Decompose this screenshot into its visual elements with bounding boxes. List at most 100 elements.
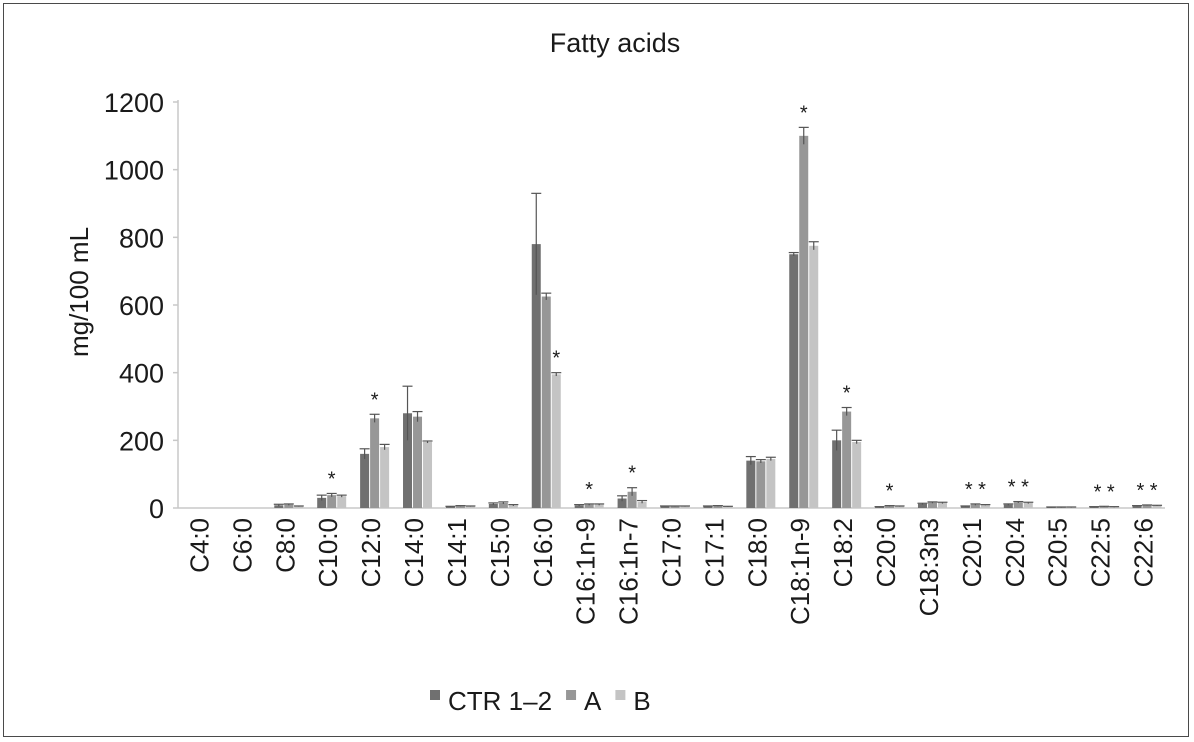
bar-ctr-1-2-c15-0 — [488, 503, 498, 508]
bar-ctr-1-2-c14-0 — [403, 413, 413, 508]
x-tick-label-c6-0: C6:0 — [227, 518, 257, 573]
y-tick-label-400: 400 — [119, 359, 164, 389]
x-tick-label-c18-2: C18:2 — [828, 518, 858, 587]
y-axis-ticks: 0 200 400 600 800 1000 1200 — [104, 88, 178, 524]
significance-marker-c20-4: * * — [1008, 477, 1029, 499]
bar-ctr-1-2-c22-6 — [1132, 505, 1142, 508]
legend-label-ctr-1-2: CTR 1–2 — [448, 686, 552, 716]
bar-b-c15-0 — [508, 505, 518, 508]
x-tick-label-c22-5: C22:5 — [1086, 518, 1116, 587]
bar-a-c20-0 — [885, 505, 895, 508]
bar-b-c20-0 — [895, 506, 905, 508]
x-tick-label-c20-1: C20:1 — [957, 518, 987, 587]
x-tick-label-c18-3n3: C18:3n3 — [914, 518, 944, 616]
x-tick-label-c10-0: C10:0 — [313, 518, 343, 587]
bar-ctr-1-2-c16-1n-9 — [574, 505, 584, 508]
bar-b-c22-5 — [1109, 506, 1119, 508]
bar-a-c22-5 — [1099, 506, 1109, 508]
x-tick-label-c17-1: C17:1 — [699, 518, 729, 587]
x-axis-ticks: C4:0 C6:0 C8:0 C10:0 C12:0 C14:0 C14:1 C15:0 C16… — [184, 518, 1158, 625]
significance-marker-c22-5: * * — [1094, 481, 1115, 503]
bar-ctr-1-2-c18-3n3 — [917, 503, 927, 508]
y-tick-label-1000: 1000 — [104, 156, 164, 186]
significance-marker-c18-2: * — [843, 383, 851, 405]
bar-ctr-1-2-c18-0 — [746, 460, 756, 508]
bar-b-c8-0 — [294, 506, 304, 508]
bar-a-c18-0 — [756, 461, 766, 508]
y-tick-label-0: 0 — [149, 494, 164, 524]
bar-ctr-1-2-c14-1 — [445, 506, 455, 508]
bar-b-c14-0 — [423, 442, 433, 508]
x-tick-label-c22-6: C22:6 — [1129, 518, 1159, 587]
y-tick-label-800: 800 — [119, 223, 164, 253]
bar-a-c8-0 — [284, 504, 294, 508]
bar-a-c17-1 — [713, 505, 723, 508]
y-tick-label-1200: 1200 — [104, 88, 164, 118]
bar-b-c18-2 — [852, 442, 862, 508]
bar-ctr-1-2-c17-0 — [660, 506, 670, 508]
bar-a-c20-5 — [1056, 507, 1066, 508]
bar-ctr-1-2-c20-4 — [1003, 504, 1013, 508]
bar-ctr-1-2-c12-0 — [360, 453, 370, 508]
legend: CTR 1–2 A B — [430, 686, 651, 716]
bar-b-c14-1 — [465, 506, 475, 508]
bar-a-c18-1n-9 — [799, 135, 809, 509]
bar-b-c16-1n-9 — [594, 504, 604, 508]
y-axis-label: mg/100 mL — [64, 227, 94, 357]
bar-a-c14-1 — [455, 505, 465, 508]
x-tick-label-c12-0: C12:0 — [356, 518, 386, 587]
bar-ctr-1-2-c20-5 — [1046, 507, 1056, 508]
y-tick-label-200: 200 — [119, 426, 164, 456]
bar-a-c20-4 — [1013, 502, 1023, 508]
bar-a-c18-2 — [842, 411, 852, 508]
bar-ctr-1-2-c20-0 — [875, 506, 885, 508]
x-tick-label-c18-0: C18:0 — [742, 518, 772, 587]
bar-b-c18-3n3 — [937, 502, 947, 508]
bar-a-c10-0 — [327, 495, 337, 508]
bar-a-c22-6 — [1142, 505, 1152, 508]
x-tick-label-c14-1: C14:1 — [442, 518, 472, 587]
bar-ctr-1-2-c20-1 — [960, 506, 970, 508]
bar-a-c12-0 — [370, 418, 380, 508]
significance-marker-c18-1n-9: * — [800, 102, 808, 124]
bar-a-c15-0 — [498, 502, 508, 508]
x-tick-label-c20-4: C20:4 — [1000, 518, 1030, 587]
bar-ctr-1-2-c22-5 — [1089, 506, 1099, 508]
chart-frame — [3, 3, 1189, 737]
significance-marker-c20-1: * * — [965, 479, 986, 501]
bar-a-c14-0 — [413, 416, 423, 508]
bar-b-c16-1n-7 — [637, 501, 647, 508]
bar-ctr-1-2-c18-1n-9 — [789, 254, 799, 508]
bar-a-c17-0 — [670, 506, 680, 508]
bar-b-c17-0 — [680, 506, 690, 508]
bar-b-c16-0 — [551, 374, 561, 508]
bar-a-c20-1 — [970, 504, 980, 508]
significance-marker-c16-1n-7: * — [628, 463, 636, 485]
legend-label-a: A — [584, 686, 602, 716]
error-bars-group — [273, 126, 1163, 508]
bar-ctr-1-2-c16-1n-7 — [617, 498, 627, 508]
y-tick-label-600: 600 — [119, 291, 164, 321]
bar-ctr-1-2-c17-1 — [703, 506, 713, 508]
x-tick-label-c8-0: C8:0 — [270, 518, 300, 573]
significance-annotations: * * * * * * * * * * * * * * * * — [328, 102, 1158, 503]
bar-b-c20-1 — [980, 504, 990, 508]
legend-label-b: B — [633, 686, 650, 716]
x-tick-label-c16-1n-9: C16:1n-9 — [571, 518, 601, 625]
significance-marker-c16-0: * — [552, 348, 560, 370]
bar-b-c20-4 — [1023, 502, 1033, 508]
significance-marker-c12-0: * — [371, 389, 379, 411]
bar-a-c16-1n-9 — [584, 504, 594, 508]
bar-b-c18-0 — [766, 458, 776, 508]
bar-b-c17-1 — [723, 506, 733, 508]
significance-marker-c22-6: * * — [1136, 480, 1157, 502]
bars-group — [274, 135, 1162, 509]
legend-swatch-ctr-1-2 — [430, 690, 440, 700]
bar-ctr-1-2-c8-0 — [274, 505, 284, 508]
x-tick-label-c16-1n-7: C16:1n-7 — [614, 518, 644, 625]
x-tick-label-c15-0: C15:0 — [485, 518, 515, 587]
significance-marker-c20-0: * — [886, 481, 894, 503]
legend-swatch-a — [566, 690, 577, 700]
significance-marker-c10-0: * — [328, 468, 336, 490]
